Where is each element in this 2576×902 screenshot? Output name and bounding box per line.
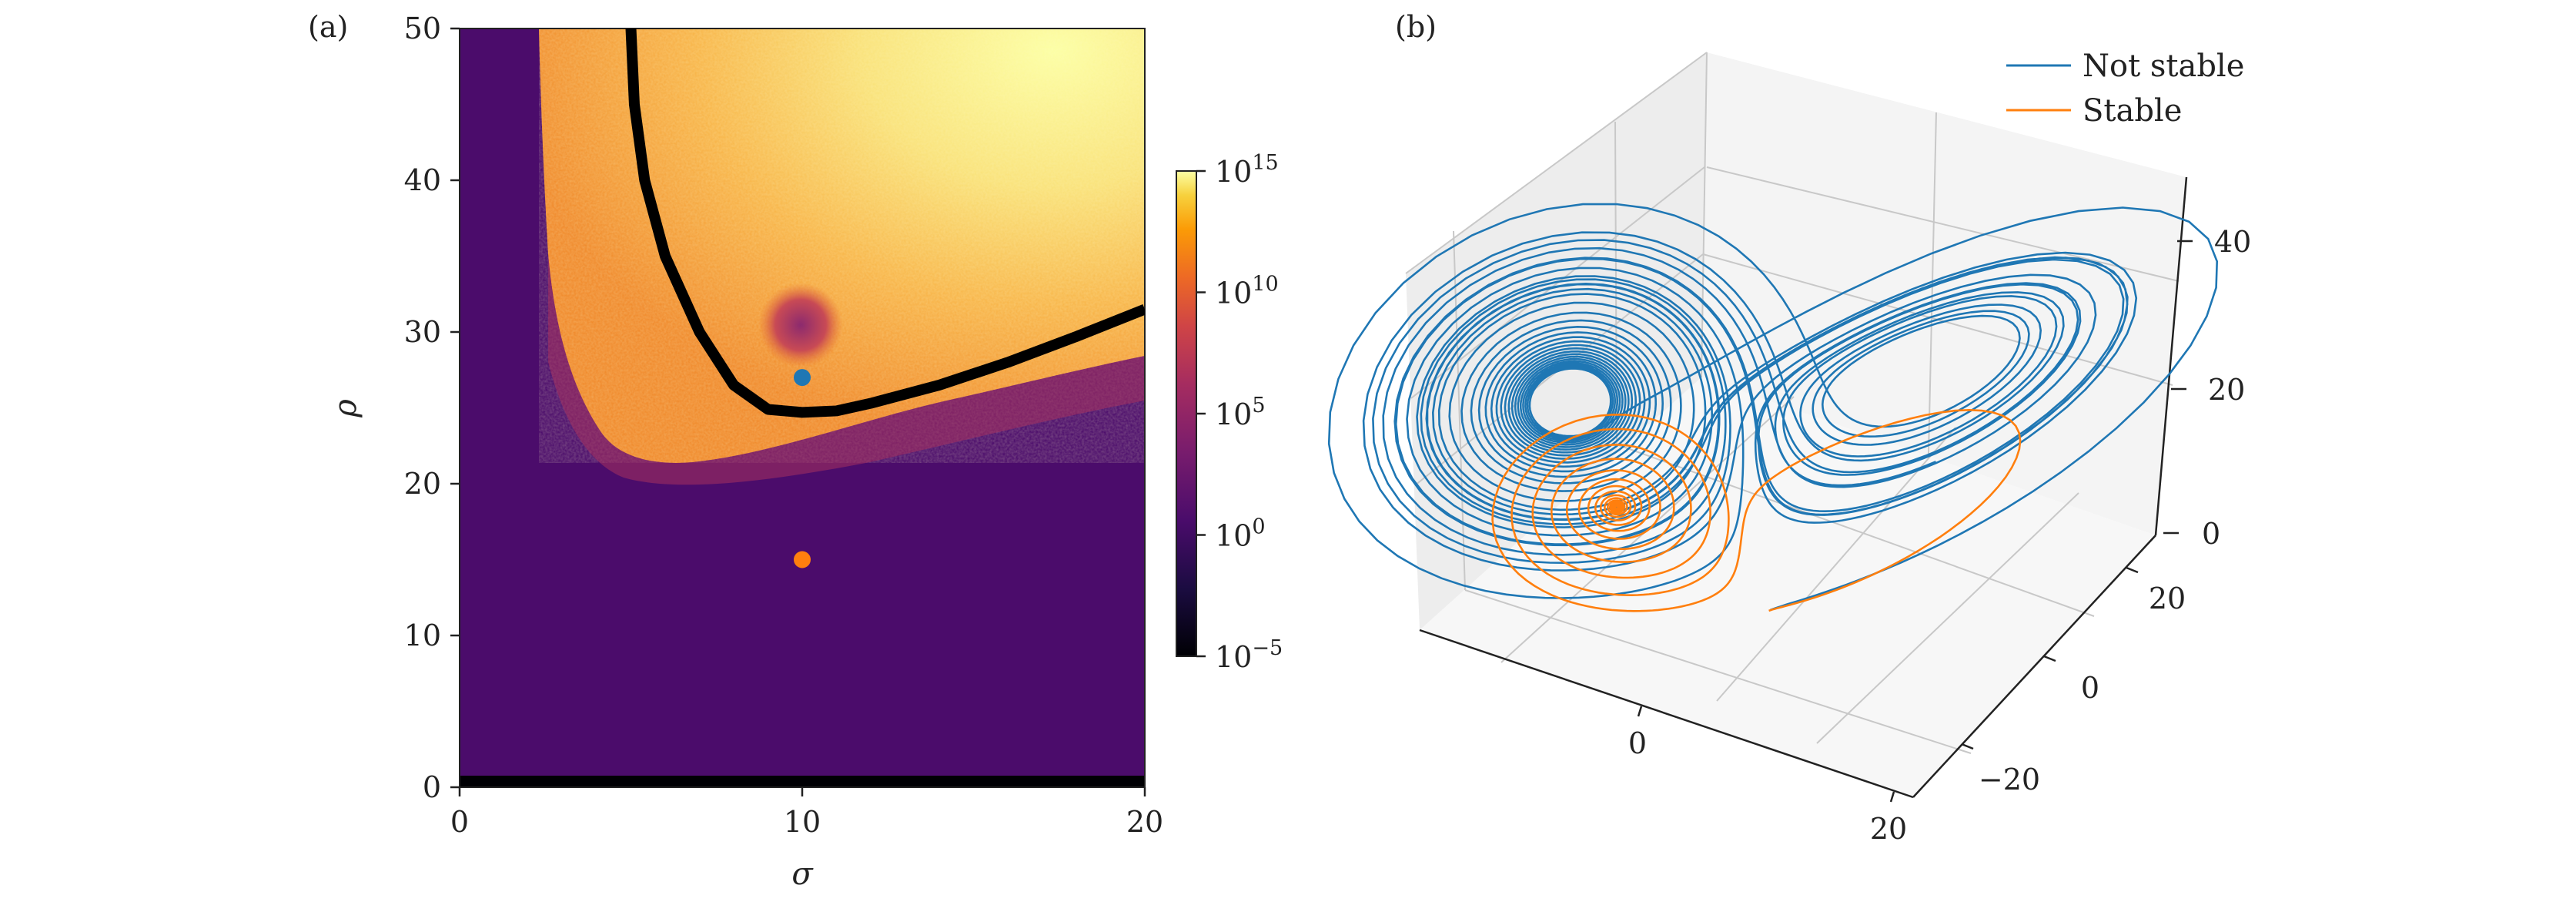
y-tick-label: 40 bbox=[404, 163, 441, 197]
pane-left bbox=[1406, 52, 1707, 630]
legend-label-not-stable: Not stable bbox=[2083, 49, 2244, 84]
colorbar-tick-label: 105 bbox=[1215, 394, 1266, 431]
pane-back bbox=[1701, 52, 2186, 535]
x-tick-label-3d: 20 bbox=[1870, 812, 1907, 846]
series-stable-line bbox=[1491, 408, 2022, 612]
y-axis: 0 10 20 30 40 50 bbox=[404, 12, 460, 804]
y-tick-label-3d: 0 bbox=[2081, 671, 2099, 705]
panel-label-b: (b) bbox=[1395, 10, 1437, 44]
x-tick-label-3d: 0 bbox=[1628, 726, 1647, 760]
colorbar-tick-label: 1010 bbox=[1215, 273, 1279, 310]
heatmap-image bbox=[460, 29, 1145, 787]
trajectories bbox=[1327, 203, 2219, 612]
y-tick-label-3d: 20 bbox=[2149, 582, 2186, 615]
z-tick-label-3d: 0 bbox=[2202, 517, 2220, 551]
legend-label-stable: Stable bbox=[2083, 93, 2182, 129]
3d-axes-box: 0 20 −20 0 20 0 20 40 bbox=[1405, 52, 2251, 846]
x-tick-label: 0 bbox=[450, 805, 469, 839]
x-axis: 0 10 20 bbox=[450, 787, 1163, 839]
heatmap-panel: (a) 0 10 20 0 10 20 30 40 50 σ ρ 10−5 100 105 1010… bbox=[308, 10, 1283, 892]
colorbar-tick-label: 1015 bbox=[1215, 151, 1279, 189]
y-tick-label-3d: −20 bbox=[1979, 763, 2040, 796]
legend: Not stable Stable bbox=[2006, 49, 2244, 129]
markers-layer bbox=[794, 369, 811, 568]
colorbar-tick-label: 100 bbox=[1215, 515, 1266, 553]
3d-axis-tick-labels: 0 20 −20 0 20 0 20 40 bbox=[1628, 225, 2251, 846]
stability-boundary-curve bbox=[625, 29, 1145, 418]
z-tick-label-3d: 20 bbox=[2208, 373, 2245, 407]
z-tick-label-3d: 40 bbox=[2214, 225, 2251, 259]
trajectory-3d-panel: (b) bbox=[1327, 10, 2251, 846]
x-tick-label: 10 bbox=[784, 805, 821, 839]
colorbar: 10−5 100 105 1010 1015 bbox=[1176, 151, 1283, 674]
series-not-stable-line bbox=[1327, 203, 2219, 612]
colorbar-ticks: 10−5 100 105 1010 1015 bbox=[1196, 151, 1283, 674]
y-tick-label: 10 bbox=[404, 619, 441, 652]
marker-point-1 bbox=[794, 551, 811, 568]
y-axis-label: ρ bbox=[328, 399, 363, 418]
y-tick-label: 0 bbox=[423, 770, 441, 804]
marker-point-0 bbox=[794, 369, 811, 387]
colorbar-tick-label: 10−5 bbox=[1215, 636, 1283, 674]
x-tick-label: 20 bbox=[1126, 805, 1163, 839]
y-tick-label: 50 bbox=[404, 12, 441, 45]
x-axis-label: σ bbox=[791, 857, 814, 892]
colorbar-gradient bbox=[1176, 171, 1196, 656]
y-tick-label: 30 bbox=[404, 315, 441, 349]
panel-label-a: (a) bbox=[308, 10, 348, 44]
y-tick-label: 20 bbox=[404, 467, 441, 501]
